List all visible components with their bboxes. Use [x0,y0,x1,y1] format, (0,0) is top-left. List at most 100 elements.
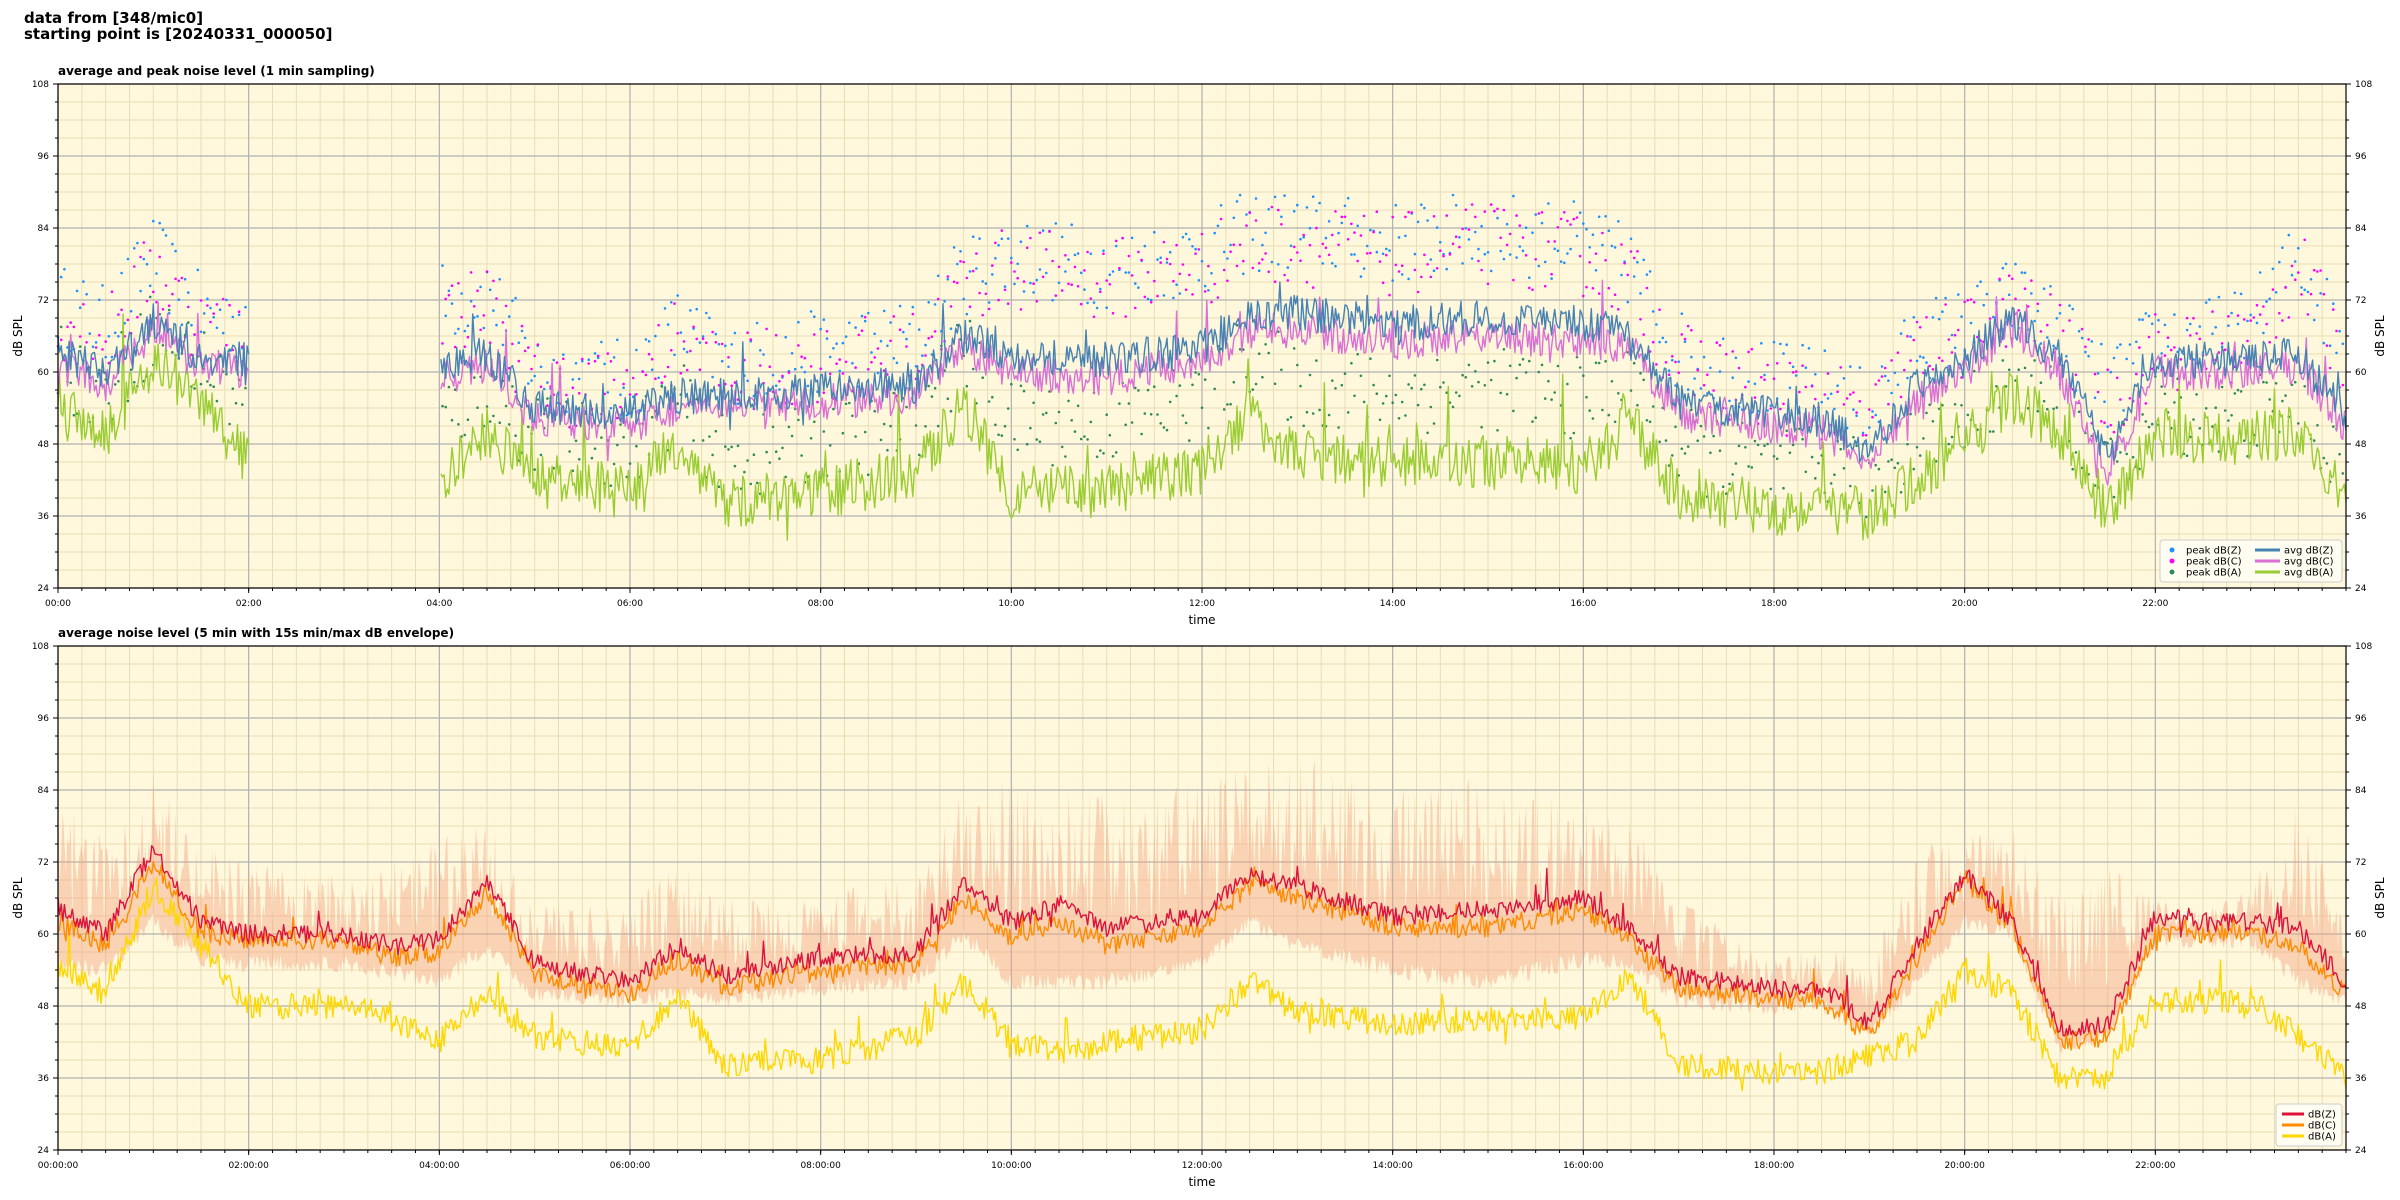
peak-point [2049,293,2052,296]
peak-point [1464,376,1468,379]
peak-point [1079,271,1083,275]
peak-point [1194,252,1197,255]
peak-point [1321,262,1325,265]
peak-point [1540,211,1544,214]
peak-point [971,269,975,273]
peak-point [2046,323,2049,327]
peak-point [593,359,597,363]
peak-point [568,450,571,453]
legend-marker-peak-a [2169,569,2175,575]
peak-point [1903,368,1906,372]
y-tick-label: 96 [2355,152,2367,162]
peak-point [1381,281,1385,285]
peak-point [2293,278,2297,282]
peak-point [670,301,673,304]
peak-point [994,241,997,245]
peak-point [2227,315,2230,318]
peak-point [596,356,600,360]
peak-point [676,294,679,297]
peak-point [1086,250,1089,254]
peak-point [139,313,142,316]
peak-point [1410,211,1413,214]
peak-point [1397,270,1401,273]
peak-point [2135,340,2138,344]
peak-point [1826,397,1830,400]
peak-point [1305,206,1309,209]
peak-point [142,241,146,244]
peak-point [1420,275,1423,279]
peak-point [933,330,937,333]
peak-point [1912,467,1916,471]
peak-point [244,305,247,309]
y-axis-label-left: dB SPL [11,877,25,919]
peak-point [2236,388,2240,392]
peak-point [724,344,727,348]
peak-point [2023,271,2027,275]
peak-point [1054,222,1058,225]
peak-point [1883,366,1887,370]
peak-point [1375,392,1379,396]
peak-point [1896,351,1900,355]
peak-point [774,384,778,388]
peak-point [1076,285,1080,288]
peak-point [873,409,876,413]
peak-point [1334,387,1337,390]
peak-point [1216,224,1220,228]
peak-point [2042,399,2046,403]
peak-point [1095,282,1099,285]
peak-point [619,393,622,397]
peak-point [1067,258,1070,261]
peak-point [1162,426,1166,429]
peak-point [1254,197,1258,200]
peak-point [1925,316,1928,319]
peak-point [2297,271,2300,274]
peak-point [1407,383,1410,386]
peak-point [1947,338,1951,341]
peak-point [126,257,130,261]
peak-point [1270,205,1274,209]
peak-point [2262,331,2265,335]
peak-point [148,249,152,252]
peak-point [1702,435,1706,438]
peak-point [1178,272,1182,276]
peak-point [768,365,772,369]
peak-point [2058,303,2062,307]
peak-point [1518,224,1522,227]
peak-point [206,380,209,383]
peak-point [1454,235,1458,238]
peak-point [2103,400,2106,404]
peak-point [1238,348,1242,351]
peak-point [768,461,772,464]
peak-point [1725,492,1728,496]
peak-point [1515,376,1518,380]
peak-point [1931,368,1935,371]
peak-point [2255,303,2259,307]
peak-point [1385,247,1388,251]
peak-point [517,341,521,345]
peak-point [117,380,120,383]
peak-point [1102,452,1105,455]
peak-point [1801,364,1804,368]
peak-point [619,405,622,409]
peak-point [1305,410,1309,414]
peak-point [1750,466,1754,469]
peak-point [670,349,673,352]
peak-point [1191,293,1194,296]
peak-point [1273,195,1277,199]
peak-point [1226,279,1229,283]
peak-point [2227,324,2230,328]
peak-point [882,422,886,426]
peak-point [1477,380,1480,384]
peak-point [1137,389,1140,392]
peak-point [759,364,762,367]
peak-point [1232,380,1236,384]
peak-point [1864,515,1868,519]
peak-point [1267,208,1270,211]
peak-point [1251,238,1255,241]
peak-point [755,321,759,325]
peak-point [784,335,787,339]
peak-point [1632,256,1636,260]
peak-point [1597,292,1601,295]
peak-point [2144,312,2148,315]
peak-point [1499,236,1502,240]
